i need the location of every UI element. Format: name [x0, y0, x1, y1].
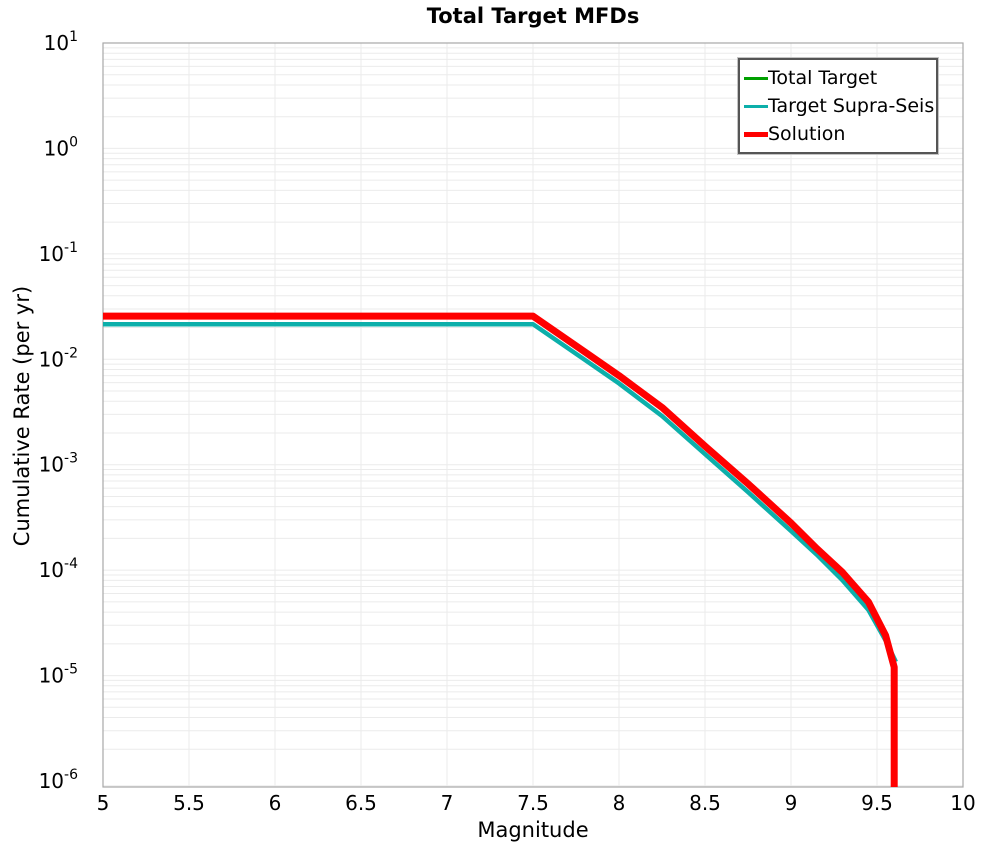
- x-axis-label: Magnitude: [477, 818, 589, 842]
- y-tick-label: 10-5: [39, 662, 78, 688]
- legend-label: Total Target: [768, 67, 878, 89]
- legend-item-total-target: Total Target: [744, 64, 930, 92]
- x-tick-label: 5.5: [173, 791, 205, 815]
- x-tick-label: 6: [269, 791, 282, 815]
- y-tick-label: 10-2: [39, 345, 78, 371]
- y-tick-label: 10-1: [39, 240, 78, 266]
- x-tick-label: 8: [613, 791, 626, 815]
- x-tick-label: 9: [785, 791, 798, 815]
- legend-item-target-supra-seis: Target Supra-Seis: [744, 92, 934, 120]
- plot-frame: [102, 42, 964, 788]
- legend-swatch-icon: [744, 104, 768, 108]
- x-tick-label: 7: [441, 791, 454, 815]
- legend-swatch-icon: [744, 76, 768, 80]
- series-line-target-supra-seis: [103, 321, 898, 663]
- x-tick-label: 9.5: [861, 791, 893, 815]
- y-tick-label: 10-6: [39, 767, 79, 793]
- legend-item-solution: Solution: [744, 120, 930, 148]
- y-tick-label: 10-4: [39, 556, 79, 582]
- x-tick-label: 6.5: [345, 791, 377, 815]
- x-tick-label: 10: [950, 791, 975, 815]
- y-tick-label: 101: [44, 29, 78, 55]
- legend-label: Solution: [768, 123, 846, 145]
- series-line-solution: [103, 312, 898, 787]
- legend: Total Target Target Supra-Seis Solution: [737, 57, 939, 155]
- legend-label: Target Supra-Seis: [768, 95, 935, 117]
- chart-title: Total Target MFDs: [426, 4, 640, 28]
- x-tick-label: 8.5: [689, 791, 721, 815]
- x-tick-label: 5: [97, 791, 110, 815]
- y-tick-label: 10-3: [39, 451, 78, 477]
- y-tick-label: 100: [44, 134, 78, 160]
- x-tick-label: 7.5: [517, 791, 549, 815]
- legend-swatch-icon: [744, 131, 768, 137]
